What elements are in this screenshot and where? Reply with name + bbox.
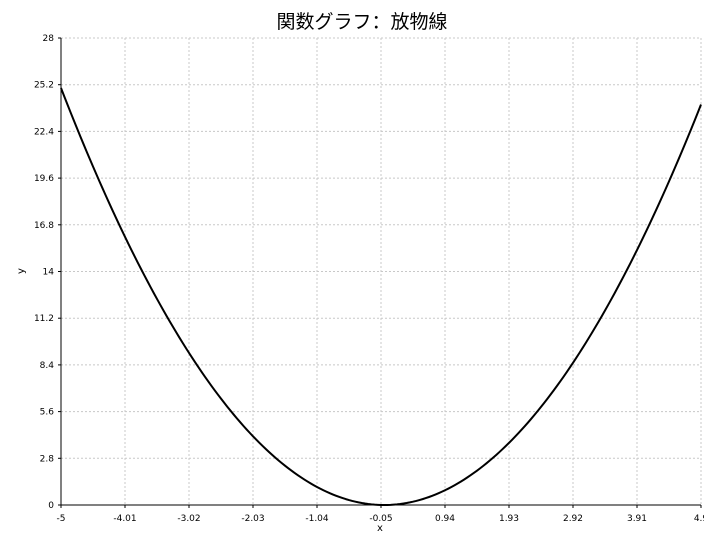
data-point: [286, 466, 288, 468]
y-tick-label: 2.8: [40, 454, 55, 464]
y-tick-label: 28: [43, 34, 55, 44]
data-point: [700, 104, 702, 106]
y-tick-label: 8.4: [40, 361, 55, 371]
x-tick-label: -1.04: [305, 514, 329, 524]
data-point: [60, 87, 62, 89]
x-tick-label: 3.91: [627, 514, 647, 524]
x-axis-title: x: [377, 523, 383, 533]
data-point: [383, 504, 385, 506]
x-tick-label: 1.93: [499, 514, 519, 524]
data-point: [92, 166, 94, 168]
x-tick-label: -2.03: [241, 514, 264, 524]
axes: [58, 37, 702, 508]
data-point: [222, 400, 224, 402]
data-point: [642, 237, 644, 239]
x-tick-label: 0.94: [435, 514, 455, 524]
data-point: [513, 437, 515, 439]
x-tick-label: 2.92: [563, 514, 583, 524]
data-point: [480, 466, 482, 468]
y-tick-label: 19.6: [34, 174, 54, 184]
data-point: [448, 487, 450, 489]
y-axis-title: y: [16, 268, 27, 274]
data-point: [416, 500, 418, 502]
data-point: [157, 300, 159, 302]
data-point: [319, 487, 321, 489]
y-tick-label: 0: [48, 501, 54, 511]
x-tick-label: -0.05: [369, 514, 392, 524]
y-tick-label: 14: [43, 268, 55, 278]
x-tick-label: 4.9: [694, 514, 704, 524]
series-layer: [60, 87, 702, 506]
y-tick-label: 11.2: [34, 314, 54, 324]
y-tick-label: 5.6: [40, 408, 55, 418]
x-tick-label: -5: [57, 514, 66, 524]
y-tick-label: 22.4: [34, 127, 54, 137]
chart-title: 関数グラフ：放物線: [276, 11, 447, 33]
tick-labels: -5 -4.01 -3.02 -2.03 -1.04 -0.05 0.94 1.93 2.92 3…: [34, 34, 704, 524]
grid-lines: [60, 37, 702, 506]
data-point: [609, 300, 611, 302]
data-point: [351, 500, 353, 502]
data-point: [254, 437, 256, 439]
y-tick-label: 16.8: [34, 221, 54, 231]
data-point: [189, 354, 191, 356]
data-point: [577, 354, 579, 356]
data-point: [545, 400, 547, 402]
series-line: [60, 87, 702, 506]
data-point: [674, 166, 676, 168]
data-point: [125, 237, 127, 239]
y-tick-label: 25.2: [34, 81, 54, 91]
x-tick-label: -3.02: [177, 514, 200, 524]
x-tick-label: -4.01: [113, 514, 136, 524]
